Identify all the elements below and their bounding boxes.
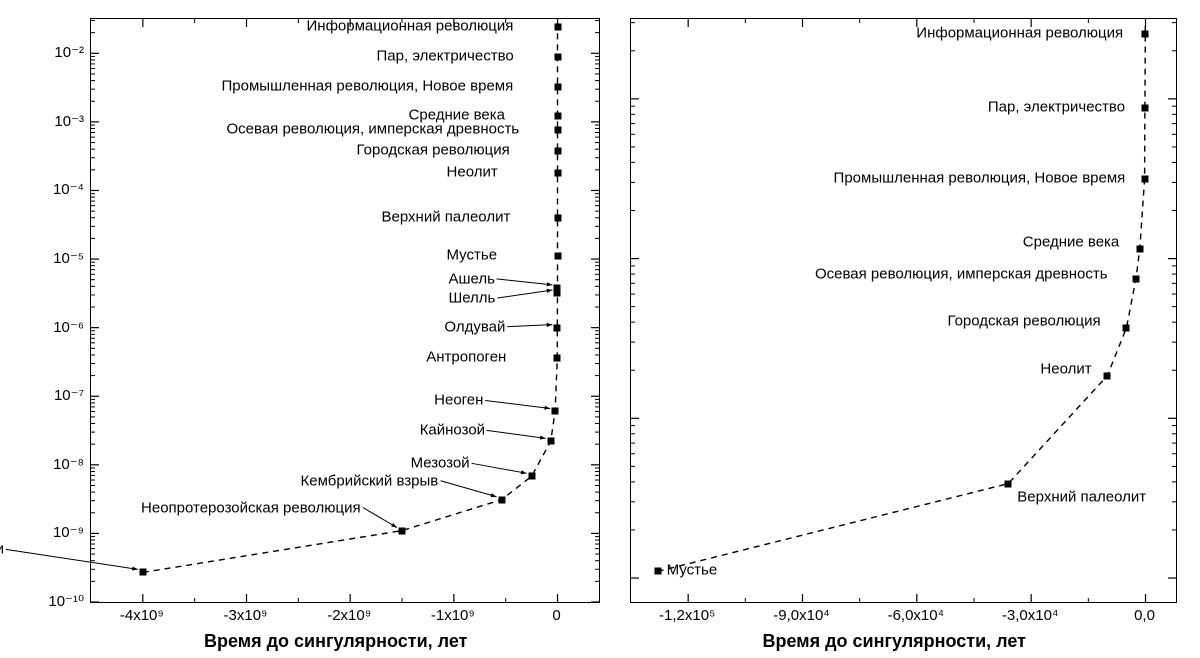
data-point	[554, 214, 561, 221]
x-tick-label: 0,0	[1134, 607, 1155, 624]
x-tick-label: -3,0x10⁴	[1002, 607, 1058, 624]
y-tick-label: 10⁻⁴	[53, 180, 84, 198]
data-point	[547, 438, 554, 445]
data-point-label: Городская революция	[947, 312, 1100, 329]
y-tick-label: 10⁻⁹	[53, 523, 84, 541]
x-tick-label: -2x10⁹	[327, 607, 371, 624]
data-point-label: Кайнозой	[420, 422, 485, 439]
y-tick-label: 10⁻²	[54, 43, 84, 61]
data-point-label: Промышленная революция, Новое время	[834, 169, 1126, 186]
x-tick-label: -1x10⁹	[431, 607, 475, 624]
data-point	[1123, 324, 1130, 331]
y-tick-label: 10⁻⁶	[53, 318, 84, 336]
data-point-label: Пар, электричество	[988, 98, 1125, 115]
data-point	[654, 568, 661, 575]
data-point	[498, 496, 505, 503]
data-point	[1005, 480, 1012, 487]
data-point-label: Мустье	[447, 247, 498, 264]
data-point	[554, 127, 561, 134]
data-point-label: Ашель	[448, 270, 494, 287]
data-point-label: Шелль	[448, 289, 495, 306]
data-point	[1142, 30, 1149, 37]
data-point	[554, 324, 561, 331]
x-tick-label: -1,2x10⁵	[659, 607, 715, 624]
y-tick-label: 10⁻¹⁰	[48, 592, 84, 610]
data-point-label: Информационная революция	[916, 24, 1123, 41]
y-tick-label: 10⁻⁵	[53, 249, 84, 267]
data-point-label: Олдувай	[444, 318, 505, 335]
right-x-axis-label: Время до сингулярности, лет	[763, 631, 1026, 652]
y-tick-label: 10⁻⁸	[53, 455, 84, 473]
data-point	[554, 355, 561, 362]
data-point-label: Верхний палеолит	[1017, 488, 1146, 505]
data-point-label: Кембрийский взрыв	[301, 472, 439, 489]
data-point-label: Осевая революция, имперская древность	[815, 265, 1108, 282]
data-point	[554, 24, 561, 31]
data-point	[554, 148, 561, 155]
data-point	[554, 284, 561, 291]
data-point-label: Городская революция	[357, 142, 510, 159]
data-point-label: Мезозой	[411, 455, 470, 472]
data-point-label: Неоген	[434, 392, 483, 409]
y-tick-label: 10⁻⁷	[54, 386, 84, 404]
x-tick-label: 0	[552, 607, 560, 624]
data-point-label: Неопротерозойская революция	[141, 499, 361, 516]
data-point-label: Неолит	[447, 163, 498, 180]
data-point-label: Пар, электричество	[377, 48, 514, 65]
data-point-label: Антропоген	[426, 349, 506, 366]
data-point	[399, 527, 406, 534]
data-point	[554, 84, 561, 91]
data-point	[1104, 372, 1111, 379]
x-tick-label: -4x10⁹	[120, 607, 164, 624]
data-point	[528, 473, 535, 480]
data-point	[554, 54, 561, 61]
data-point-label: Верхний палеолит	[382, 208, 511, 225]
data-point-label: Информационная революция	[307, 18, 514, 35]
data-point-label: Неолит	[1040, 360, 1091, 377]
y-tick-label: 10⁻³	[54, 112, 84, 130]
data-point	[1136, 245, 1143, 252]
data-point	[1141, 175, 1148, 182]
data-point-label: Мустье	[667, 562, 718, 579]
left-x-axis-label: Время до сингулярности, лет	[204, 631, 467, 652]
x-tick-label: -3x10⁹	[224, 607, 268, 624]
data-point	[554, 169, 561, 176]
data-point	[139, 569, 146, 576]
x-tick-label: -9,0x10⁴	[773, 607, 829, 624]
data-point-label: Средние века	[409, 107, 506, 124]
data-point	[1132, 275, 1139, 282]
data-point-label: Средние века	[1023, 233, 1120, 250]
data-point-label: Промышленная революция, Новое время	[222, 78, 514, 95]
data-point	[554, 113, 561, 120]
x-tick-label: -6,0x10⁴	[888, 607, 944, 624]
data-point	[1141, 104, 1148, 111]
data-point	[554, 253, 561, 260]
data-point-label: Возникновение жизни	[0, 541, 4, 558]
data-point	[552, 408, 559, 415]
